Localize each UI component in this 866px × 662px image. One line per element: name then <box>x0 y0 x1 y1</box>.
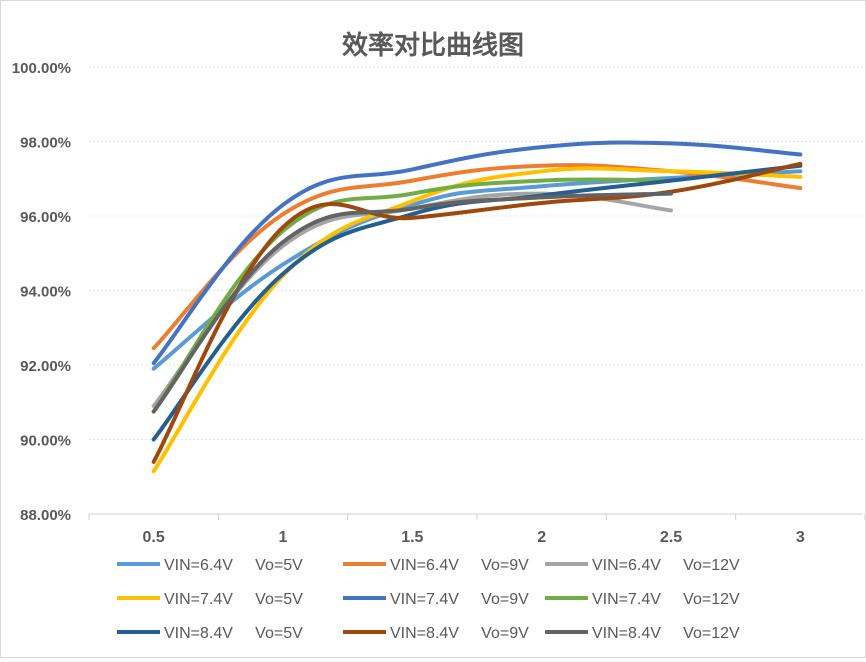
y-tick-label: 100.00% <box>12 60 71 77</box>
series-line <box>151 177 673 414</box>
y-tick-label: 96.00% <box>20 209 71 226</box>
legend-label: VIN=8.4V Vo=5V <box>164 625 303 642</box>
x-tick-label: 3 <box>796 529 805 546</box>
series-line <box>151 163 803 442</box>
legend-label: VIN=6.4V Vo=12V <box>592 557 740 574</box>
legend-label: VIN=7.4V Vo=5V <box>164 591 303 608</box>
series-line <box>151 169 803 371</box>
series-line <box>151 166 803 474</box>
x-tick-label: 0.5 <box>143 529 165 546</box>
legend: VIN=6.4V Vo=5V VIN=6.4V Vo=9V VIN=6.4V Vo=… <box>117 557 740 642</box>
chart-title: 效率对比曲线图 <box>342 30 524 60</box>
y-tick-label: 98.00% <box>20 135 71 152</box>
x-tick-label: 2.5 <box>660 529 682 546</box>
x-tick-label: 1 <box>279 529 288 546</box>
x-axis <box>88 513 866 520</box>
x-axis-tick-labels: 0.5 1 1.5 2 2.5 3 <box>143 529 805 546</box>
legend-label: VIN=6.4V Vo=9V <box>390 557 529 574</box>
legend-label: VIN=7.4V Vo=12V <box>592 591 740 608</box>
x-tick-label: 2 <box>537 529 546 546</box>
y-tick-label: 90.00% <box>20 433 71 450</box>
y-tick-label: 92.00% <box>20 358 71 375</box>
legend-label: VIN=6.4V Vo=5V <box>164 557 303 574</box>
legend-label: VIN=8.4V Vo=9V <box>390 625 529 642</box>
series-line <box>151 191 673 414</box>
legend-label: VIN=7.4V Vo=9V <box>390 591 529 608</box>
y-tick-label: 88.00% <box>20 507 71 524</box>
y-tick-label: 94.00% <box>20 284 71 301</box>
series-line <box>151 140 803 366</box>
x-tick-label: 1.5 <box>401 529 423 546</box>
y-axis-tick-labels: 88.00% 90.00% 92.00% 94.00% 96.00% 98.00% 100.… <box>12 60 71 524</box>
series-lines <box>151 140 803 474</box>
legend-label: VIN=8.4V Vo=12V <box>592 625 740 642</box>
